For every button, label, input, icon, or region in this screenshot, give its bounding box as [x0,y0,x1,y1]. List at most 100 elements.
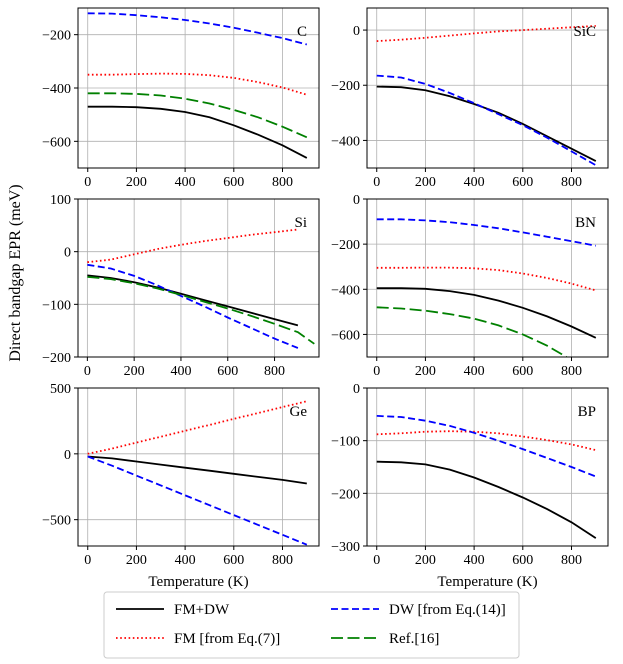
x-tick-label: 200 [126,553,147,568]
legend-label-fm_dw: FM+DW [174,602,230,618]
series-line-fm_dw [87,455,307,485]
series-line-dw [87,263,299,349]
x-tick-label: 800 [561,364,582,379]
figure-ylabel: Direct bandgap EPR (meV) [7,184,24,361]
y-tick-label: −200 [331,79,360,94]
y-tick-label: −400 [331,283,360,298]
series-group [376,218,597,357]
axes-frame [366,387,609,547]
series-line-fm [376,266,597,292]
x-tick-label: 600 [217,364,238,379]
y-tick-label: 0 [353,382,360,397]
series-line-fm_dw [376,85,597,162]
y-tick-label: 0 [64,246,71,261]
x-tick-label: 600 [223,553,244,568]
y-tick-label: 100 [50,193,71,208]
legend-label-fm: FM [from Eq.(7)] [174,631,280,647]
series-line-ref [376,306,568,357]
y-tick-label: 0 [353,193,360,208]
series-line-fm_dw [87,274,299,327]
panel-title: BP [578,404,596,420]
y-tick-label: −600 [42,135,71,150]
x-tick-label: 0 [84,175,91,190]
legend-label-ref: Ref.[16] [389,631,439,647]
x-tick-label: 400 [175,175,196,190]
series-group [87,12,308,159]
x-tick-label: 400 [464,364,485,379]
y-tick-label: 500 [50,382,71,397]
x-axis-label: Temperature (K) [437,574,537,590]
series-group [376,415,597,539]
series-line-dw [376,74,597,166]
series-line-fm_dw [376,287,597,339]
panel-c: 0 200 400 600 800 −200 −400 −600 C [42,7,320,190]
series-line-dw [376,415,597,478]
y-tick-label: −300 [331,540,360,555]
y-tick-label: −500 [42,514,71,529]
panel-title: C [297,24,307,40]
series-line-fm [376,430,597,451]
panel-bp: 0 200 400 600 800 0 −100 −200 −300 BP Temperature … [331,382,609,590]
x-axis-label: Temperature (K) [148,574,248,590]
panel-title: Ge [290,404,308,420]
x-tick-label: 800 [264,364,285,379]
series-line-dw [87,12,308,46]
y-tick-label: −100 [42,298,71,313]
x-tick-label: 400 [175,553,196,568]
y-tick-label: −400 [42,82,71,97]
series-line-fm_dw [376,460,597,539]
x-tick-label: 400 [464,553,485,568]
series-group [376,25,597,166]
x-tick-label: 600 [512,175,533,190]
x-tick-label: 0 [373,553,380,568]
legend-box [103,591,520,659]
x-tick-label: 600 [512,364,533,379]
x-tick-label: 400 [170,364,191,379]
axes-frame [366,198,609,358]
series-group [87,400,308,546]
y-tick-label: −200 [331,238,360,253]
y-tick-label: −200 [42,351,71,366]
x-tick-label: 200 [415,175,436,190]
series-line-ref [87,276,315,345]
legend-label-dw: DW [from Eq.(14)] [389,602,506,618]
axes-frame [366,7,609,169]
panel-title: SiC [573,24,596,40]
series-line-fm [87,72,308,96]
x-tick-label: 0 [373,364,380,379]
x-tick-label: 200 [415,364,436,379]
x-tick-label: 200 [124,364,145,379]
y-tick-label: −600 [331,328,360,343]
y-tick-label: 0 [353,24,360,39]
x-tick-label: 0 [84,364,91,379]
x-tick-label: 800 [561,553,582,568]
x-tick-label: 200 [126,175,147,190]
series-line-fm [376,25,596,42]
series-line-ref [87,92,308,139]
x-tick-label: 800 [272,553,293,568]
series-line-dw [87,455,308,546]
panel-title: BN [575,215,596,231]
x-tick-label: 0 [84,553,91,568]
axes-frame [77,198,320,358]
x-tick-label: 800 [272,175,293,190]
panel-ge: 0 200 400 600 800 500 0 −500 Ge Temperature (K) [42,382,320,590]
series-line-fm_dw [87,105,308,159]
panel-title: Si [294,215,307,231]
y-tick-label: −200 [42,29,71,44]
x-tick-label: 600 [223,175,244,190]
axes-frame [77,387,320,547]
series-line-dw [376,218,596,247]
series-line-fm [87,400,308,455]
series-line-fm [87,228,299,264]
x-tick-label: 800 [561,175,582,190]
x-tick-label: 0 [373,175,380,190]
series-group [87,228,315,349]
panel-bn: 0 200 400 600 800 0 −200 −400 −600 BN [331,193,609,379]
x-tick-label: 400 [464,175,485,190]
legend: FM+DW FM [from Eq.(7)] DW [from Eq.(14)] Re… [103,591,520,659]
panel-sic: 0 200 400 600 800 0 −200 −400 SiC [331,7,609,190]
